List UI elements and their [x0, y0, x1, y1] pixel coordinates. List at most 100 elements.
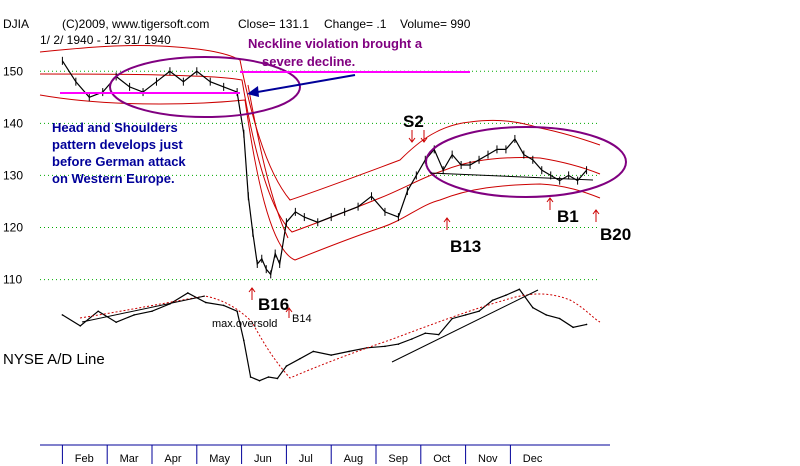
lower-band: [39, 94, 601, 261]
ad-point: [424, 332, 427, 334]
header-change: Change= .1: [324, 17, 387, 31]
ad-point: [61, 314, 64, 316]
ad-point: [384, 345, 386, 348]
ad-point: [532, 306, 534, 309]
ad-point: [491, 299, 494, 302]
ad-point: [330, 354, 333, 356]
month-label-apr: Apr: [164, 453, 181, 465]
y-tick-label: 120: [3, 221, 23, 235]
month-axis: Feb Mar Apr May Jun Jul Aug Sep Oct Nov Dec: [61, 445, 543, 465]
ad-point: [249, 376, 252, 378]
ad-line-title: NYSE A/D Line: [3, 351, 105, 368]
ad-series-line: [62, 288, 587, 382]
ad-point: [187, 292, 189, 294]
ad-point: [585, 323, 588, 326]
month-label-aug: Aug: [344, 453, 364, 465]
signal-s2-label: S2: [403, 112, 424, 131]
right-neckline: [429, 172, 594, 181]
ad-point: [558, 317, 561, 320]
b1-arrow: [546, 197, 554, 210]
ad-point: [276, 377, 279, 380]
ad-point: [285, 365, 288, 367]
hs-annotation-line4: on Western Europe.: [52, 171, 175, 186]
b20-arrow: [592, 209, 600, 222]
ad-point: [151, 310, 153, 313]
hs-annotation-line2: pattern develops just: [52, 137, 183, 152]
ad-point: [545, 314, 548, 316]
head-shoulders-ellipse: [109, 56, 301, 118]
ad-point: [397, 343, 400, 345]
y-tick-label: 150: [3, 64, 23, 78]
ad-point: [236, 310, 238, 313]
ad-point: [79, 325, 82, 327]
month-label-jul: Jul: [299, 453, 313, 465]
header-ticker: DJIA: [3, 17, 29, 31]
ad-point: [464, 314, 467, 316]
upper-band: [39, 44, 601, 201]
signal-b13-label: B13: [450, 237, 481, 256]
neckline-pointer-arrow: [251, 74, 356, 94]
ad-point: [348, 350, 350, 353]
ad-point: [478, 310, 480, 313]
y-tick-label: 140: [3, 116, 23, 130]
ad-point: [411, 338, 413, 340]
ad-point: [243, 339, 245, 342]
month-label-dec: Dec: [523, 453, 543, 465]
ad-line-moving-average: [79, 293, 601, 379]
month-label-oct: Oct: [433, 453, 450, 465]
signal-arrows: [248, 130, 600, 318]
ad-point: [451, 317, 453, 320]
ad-point: [115, 321, 117, 324]
month-label-sep: Sep: [388, 453, 408, 465]
neckline-annotation-part1: Neckline violation brought a: [248, 36, 423, 51]
right-pattern-ellipse: [425, 126, 627, 198]
ad-trendline-right: [391, 289, 539, 363]
ad-point: [505, 294, 507, 296]
signal-b20-label: B20: [600, 225, 631, 244]
price-series-line: [61, 60, 588, 276]
s2-arrow-2: [420, 130, 428, 143]
ad-line-plot: [61, 288, 588, 382]
neckline-arrow-head: [247, 86, 259, 97]
s2-arrow-1: [408, 130, 416, 143]
neckline-annotation-line1: Neckline violation brought a severe decli…: [248, 36, 423, 69]
ad-point: [222, 304, 225, 307]
ad-point: [267, 376, 270, 378]
max-oversold-label: max.oversold: [212, 318, 277, 330]
bollinger-bands: [39, 44, 601, 261]
ad-point: [572, 326, 574, 329]
y-tick-label: 110: [3, 273, 22, 287]
b13-arrow: [443, 217, 451, 230]
signal-b1-label: B1: [557, 207, 579, 226]
month-label-may: May: [209, 453, 230, 465]
ad-trendline-left: [81, 295, 206, 323]
hs-annotation-line3: before German attack: [52, 154, 186, 169]
neckline-drop-line: [247, 84, 289, 239]
ad-point: [299, 357, 301, 360]
month-label-jun: Jun: [254, 453, 272, 465]
b14-arrow: [285, 307, 293, 318]
b16-arrow: [248, 287, 256, 300]
price-y-axis: 110 120 130 140 150: [3, 64, 23, 286]
ad-point: [133, 314, 135, 316]
header-date-range: 1/ 2/ 1940 - 12/ 31/ 1940: [40, 33, 171, 47]
month-label-nov: Nov: [478, 453, 498, 465]
ad-point: [437, 333, 440, 336]
header-volume: Volume= 990: [400, 17, 471, 31]
signal-b16-label: B16: [258, 295, 289, 314]
header-close: Close= 131.1: [238, 17, 309, 31]
ad-point: [312, 350, 315, 353]
signal-b14-label: B14: [292, 313, 312, 325]
month-label-mar: Mar: [120, 453, 139, 465]
month-label-feb: Feb: [75, 453, 94, 465]
ad-point: [258, 379, 261, 382]
hs-annotation-line1: Head and Shoulders: [52, 120, 178, 135]
ad-point: [97, 310, 100, 313]
neckline-annotation-part2: severe decline.: [262, 54, 355, 69]
moving-average: [39, 73, 601, 233]
header-source: (C)2009, www.tigersoft.com: [62, 17, 209, 31]
ad-point: [204, 301, 207, 304]
ad-point: [518, 288, 521, 291]
y-tick-label: 130: [3, 168, 23, 182]
